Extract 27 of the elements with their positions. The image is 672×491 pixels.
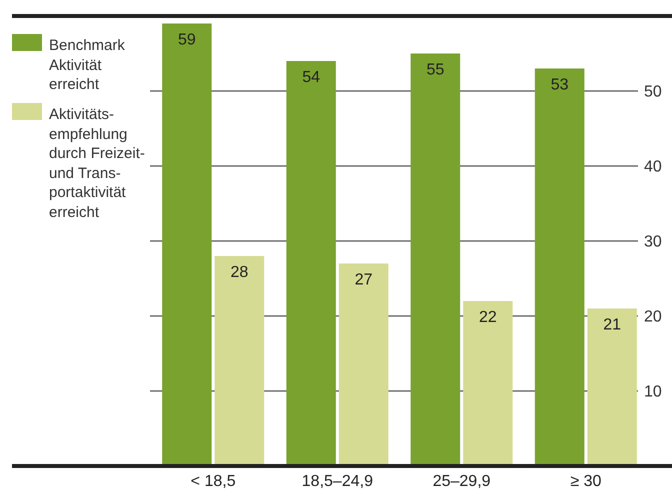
y-tick-label: 20 [644, 308, 662, 326]
y-tick-label: 50 [644, 84, 662, 101]
data-label: 28 [230, 264, 248, 281]
bar [534, 68, 584, 466]
bar [286, 61, 336, 466]
y-tick-label: 30 [644, 234, 662, 251]
legend-label: Benchmark Aktivität erreicht [49, 36, 126, 94]
data-label: 21 [603, 316, 622, 334]
data-label: 59 [178, 32, 196, 48]
bar [410, 54, 460, 466]
y-tick-label: 40 [644, 158, 662, 176]
x-tick-label: 25–29,9 [432, 473, 491, 490]
bar [162, 24, 212, 466]
bar [214, 256, 264, 466]
legend-label: Aktivitäts- empfehlung durch Freizeit- und Trans- portaktivität erreicht [49, 105, 146, 222]
bar [587, 308, 637, 466]
data-label: 27 [354, 272, 373, 288]
x-tick-label: 18,5–24,9 [302, 473, 374, 490]
bar [463, 301, 513, 466]
x-tick-label: ≥ 30 [570, 473, 602, 490]
data-label: 53 [550, 76, 569, 94]
data-label: 54 [302, 69, 320, 86]
y-tick-label: 10 [644, 384, 662, 401]
data-label: 55 [426, 62, 444, 78]
x-tick-label: < 18,5 [190, 473, 236, 490]
bar [338, 264, 388, 466]
data-label: 22 [478, 309, 497, 326]
